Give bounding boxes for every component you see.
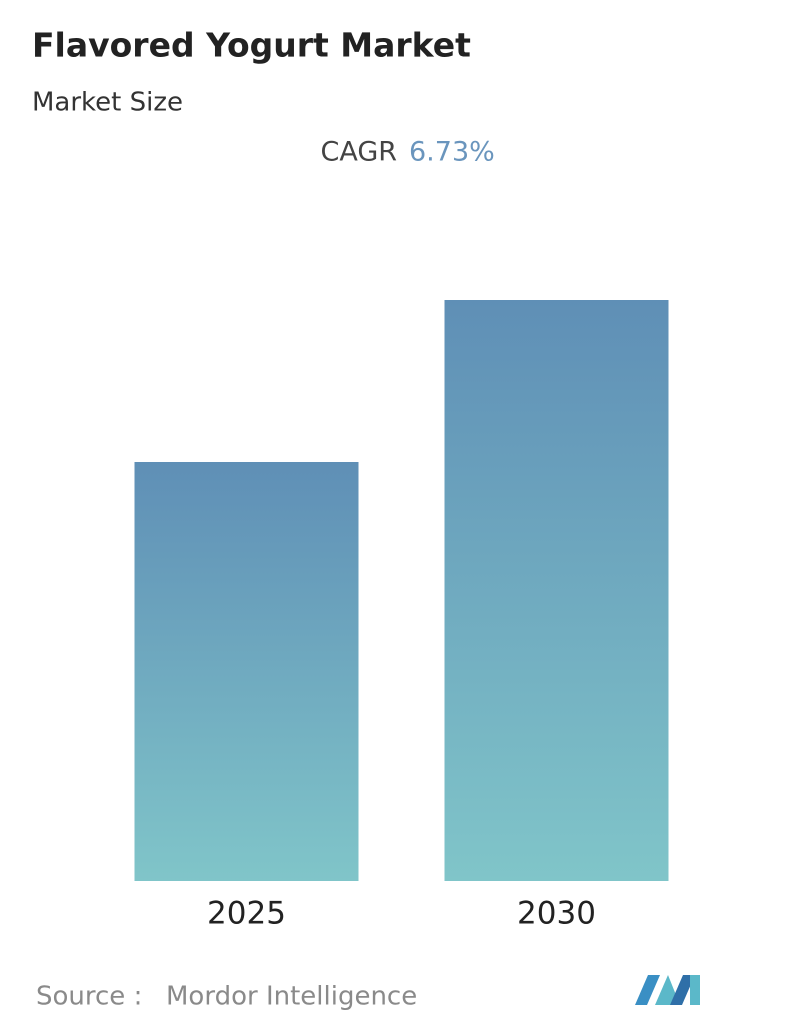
bar: [134, 462, 359, 881]
logo: [635, 975, 700, 1005]
chart-subtitle: Market Size: [32, 88, 183, 118]
bar: [444, 300, 669, 881]
x-tick-label: 2030: [517, 896, 596, 932]
cagr-value: 6.73%: [409, 137, 495, 168]
source-label: Source :: [36, 982, 142, 1012]
chart-title: Flavored Yogurt Market: [32, 26, 471, 65]
x-tick-label: 2025: [207, 896, 286, 932]
source: Mordor Intelligence: [166, 982, 417, 1012]
cagr-label: CAGR: [320, 137, 397, 168]
